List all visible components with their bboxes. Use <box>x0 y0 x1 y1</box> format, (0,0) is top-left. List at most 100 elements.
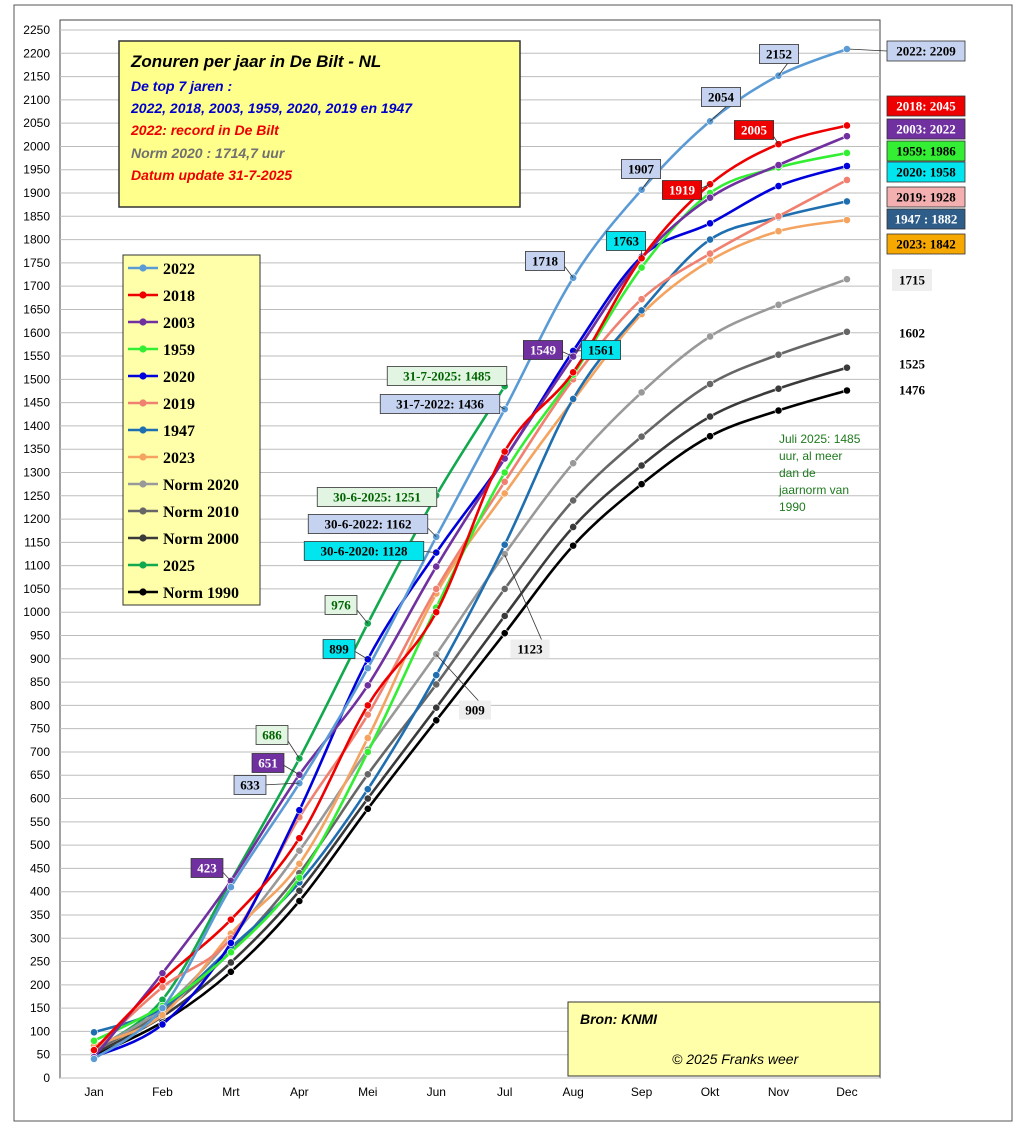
data-point-norm-2000 <box>843 363 851 372</box>
note-line: Juli 2025: 1485 <box>779 432 861 446</box>
y-tick-label: 650 <box>30 768 50 782</box>
series-2022 <box>90 45 851 1063</box>
end-label-box <box>886 186 966 208</box>
data-point-norm-2000 <box>774 384 783 393</box>
data-point-norm-1990 <box>295 897 304 905</box>
annotation-leader <box>504 554 546 650</box>
end-label-box <box>886 118 966 140</box>
data-point-2020 <box>774 182 783 190</box>
data-point-2022 <box>226 883 235 891</box>
end-label-box <box>892 269 932 291</box>
annotation-label: 976 <box>331 598 351 613</box>
legend-label: Norm 2000 <box>163 531 239 548</box>
y-tick-label: 1650 <box>23 302 50 316</box>
legend-swatch-marker <box>139 453 147 461</box>
data-point-2020 <box>706 219 714 228</box>
y-tick-label: 800 <box>30 698 50 712</box>
legend-label: 2020 <box>163 369 195 386</box>
x-tick-label: Jul <box>497 1085 512 1099</box>
data-point-2023 <box>295 859 304 868</box>
data-point-norm-2010 <box>637 432 646 441</box>
end-label-text: 2023: 1842 <box>896 237 956 252</box>
note-line: uur, al meer <box>779 449 842 463</box>
data-point-1947 <box>637 306 646 315</box>
title-line-3: 2022: record in De Bilt <box>130 122 280 138</box>
legend-item-2003: 2003 <box>128 315 195 332</box>
y-tick-label: 2050 <box>23 116 50 130</box>
data-point-2023 <box>706 256 714 265</box>
x-tick-label: Jun <box>427 1085 446 1099</box>
legend-swatch-marker <box>139 399 147 407</box>
end-label: 1947 : 1882 <box>886 208 966 230</box>
annotation: 30-6-2020: 1128 <box>303 541 437 561</box>
data-point-2018 <box>363 701 372 710</box>
annotation-box <box>759 44 800 64</box>
annotation: 651 <box>251 753 300 776</box>
data-point-norm-2010 <box>363 770 372 779</box>
y-tick-label: 350 <box>30 908 50 922</box>
annotation: 423 <box>190 858 232 882</box>
end-label-box <box>892 322 932 344</box>
annotation-box <box>379 394 501 414</box>
annotation-label: 2054 <box>708 90 735 105</box>
annotation-label: 2005 <box>741 123 768 138</box>
annotation: 31-7-2022: 1436 <box>379 394 505 414</box>
y-tick-label: 600 <box>30 792 50 806</box>
title-line-4: Norm 2020 : 1714,7 uur <box>131 145 286 161</box>
annotation-label: 899 <box>329 642 349 657</box>
data-point-norm-2000 <box>569 523 578 531</box>
data-point-norm-2000 <box>363 794 372 803</box>
y-tick-label: 2100 <box>23 93 50 107</box>
y-tick-label: 1250 <box>23 489 50 503</box>
data-point-norm-2010 <box>500 585 509 593</box>
legend-swatch-marker <box>139 480 147 488</box>
data-point-norm-2010 <box>774 350 783 359</box>
data-point-2020 <box>158 1020 167 1029</box>
end-label-box <box>886 208 966 230</box>
data-point-norm-1990 <box>569 541 578 550</box>
legend-item-norm-1990: Norm 1990 <box>128 585 239 602</box>
data-point-norm-2020 <box>432 650 441 659</box>
data-point-2020 <box>295 806 304 815</box>
x-axis-ticks: Jan Feb Mrt Apr Mei Jun Jul Aug Sep Okt Nov Dec <box>84 1085 857 1099</box>
data-point-2003 <box>774 161 783 169</box>
data-point-norm-2000 <box>637 461 646 470</box>
y-tick-label: 250 <box>30 955 50 969</box>
data-point-norm-2000 <box>500 612 509 620</box>
data-point-2023 <box>843 216 851 224</box>
end-label-text: 2020: 1958 <box>896 165 956 180</box>
end-label-box <box>886 161 966 183</box>
end-label-text: 2018: 2045 <box>896 99 956 114</box>
data-point-2019 <box>500 477 509 486</box>
data-point-norm-2010 <box>843 327 851 336</box>
annotation-label: 1561 <box>588 343 614 358</box>
data-point-norm-2020 <box>569 459 578 468</box>
end-label-box <box>886 95 966 117</box>
data-point-norm-1990 <box>500 629 509 638</box>
legend-label: Norm 2020 <box>163 477 239 494</box>
data-point-1947 <box>363 785 372 794</box>
annotation-box <box>386 366 508 386</box>
y-tick-label: 450 <box>30 861 50 875</box>
legend-swatch-marker <box>139 507 147 515</box>
data-point-2019 <box>432 585 441 593</box>
y-tick-label: 150 <box>30 1001 50 1015</box>
data-point-norm-2010 <box>432 680 441 689</box>
y-tick-label: 1350 <box>23 442 50 456</box>
data-point-1959 <box>226 948 235 957</box>
annotation: 976 <box>324 595 369 624</box>
data-point-norm-2020 <box>706 332 714 341</box>
data-point-2018 <box>226 915 235 924</box>
legend-item-2018: 2018 <box>128 288 195 305</box>
data-point-norm-2020 <box>774 300 783 309</box>
y-tick-label: 1550 <box>23 349 50 363</box>
x-tick-label: Okt <box>701 1085 720 1099</box>
y-tick-label: 50 <box>37 1048 51 1062</box>
annotation: 30-6-2022: 1162 <box>307 514 437 538</box>
data-point-2019 <box>774 212 783 221</box>
annotation: 1718 <box>525 251 574 279</box>
data-point-2018 <box>569 368 578 377</box>
data-point-norm-2020 <box>637 388 646 397</box>
x-tick-label: Jan <box>84 1085 103 1099</box>
y-tick-label: 900 <box>30 652 50 666</box>
